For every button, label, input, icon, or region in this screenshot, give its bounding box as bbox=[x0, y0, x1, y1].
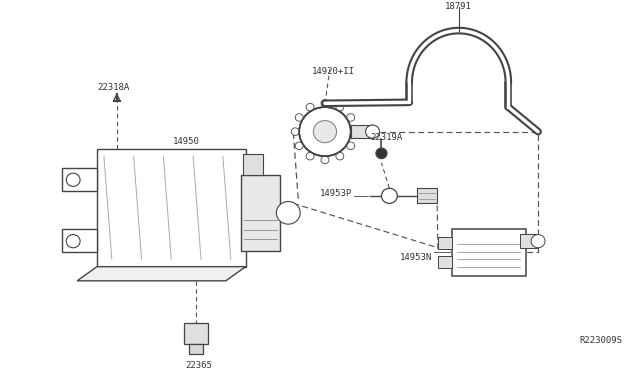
Bar bbox=[351, 125, 372, 138]
Bar bbox=[417, 188, 437, 203]
Polygon shape bbox=[241, 175, 280, 251]
Circle shape bbox=[295, 114, 303, 121]
Bar bbox=[452, 229, 526, 276]
Bar bbox=[438, 256, 452, 267]
Circle shape bbox=[321, 100, 329, 107]
Circle shape bbox=[381, 188, 397, 203]
Circle shape bbox=[276, 202, 300, 224]
Text: 22318A: 22318A bbox=[98, 83, 130, 92]
Circle shape bbox=[295, 142, 303, 150]
Text: 14953N: 14953N bbox=[400, 253, 433, 262]
Circle shape bbox=[291, 128, 299, 135]
Circle shape bbox=[336, 103, 344, 111]
Circle shape bbox=[66, 235, 80, 248]
Circle shape bbox=[306, 103, 314, 111]
Circle shape bbox=[66, 173, 80, 186]
Circle shape bbox=[347, 114, 355, 121]
Text: 22319A: 22319A bbox=[371, 132, 403, 142]
Circle shape bbox=[314, 121, 337, 143]
Polygon shape bbox=[77, 267, 246, 281]
Circle shape bbox=[351, 128, 358, 135]
Text: 14950: 14950 bbox=[173, 137, 200, 146]
Circle shape bbox=[321, 156, 329, 164]
FancyBboxPatch shape bbox=[184, 323, 208, 344]
Circle shape bbox=[365, 125, 380, 138]
FancyBboxPatch shape bbox=[189, 344, 203, 353]
Circle shape bbox=[336, 153, 344, 160]
Text: 14920+II: 14920+II bbox=[312, 67, 355, 76]
Polygon shape bbox=[62, 229, 97, 253]
Polygon shape bbox=[243, 154, 262, 175]
Text: 18791: 18791 bbox=[445, 2, 472, 11]
Circle shape bbox=[531, 235, 545, 248]
Text: R223009S: R223009S bbox=[579, 336, 622, 345]
Polygon shape bbox=[97, 149, 246, 267]
Text: 22365: 22365 bbox=[186, 361, 212, 370]
Circle shape bbox=[299, 107, 351, 156]
Polygon shape bbox=[62, 167, 97, 191]
Bar bbox=[520, 234, 538, 248]
Circle shape bbox=[347, 142, 355, 150]
Circle shape bbox=[376, 148, 387, 158]
Circle shape bbox=[306, 153, 314, 160]
Bar bbox=[438, 237, 452, 249]
Text: 14953P: 14953P bbox=[320, 189, 352, 198]
